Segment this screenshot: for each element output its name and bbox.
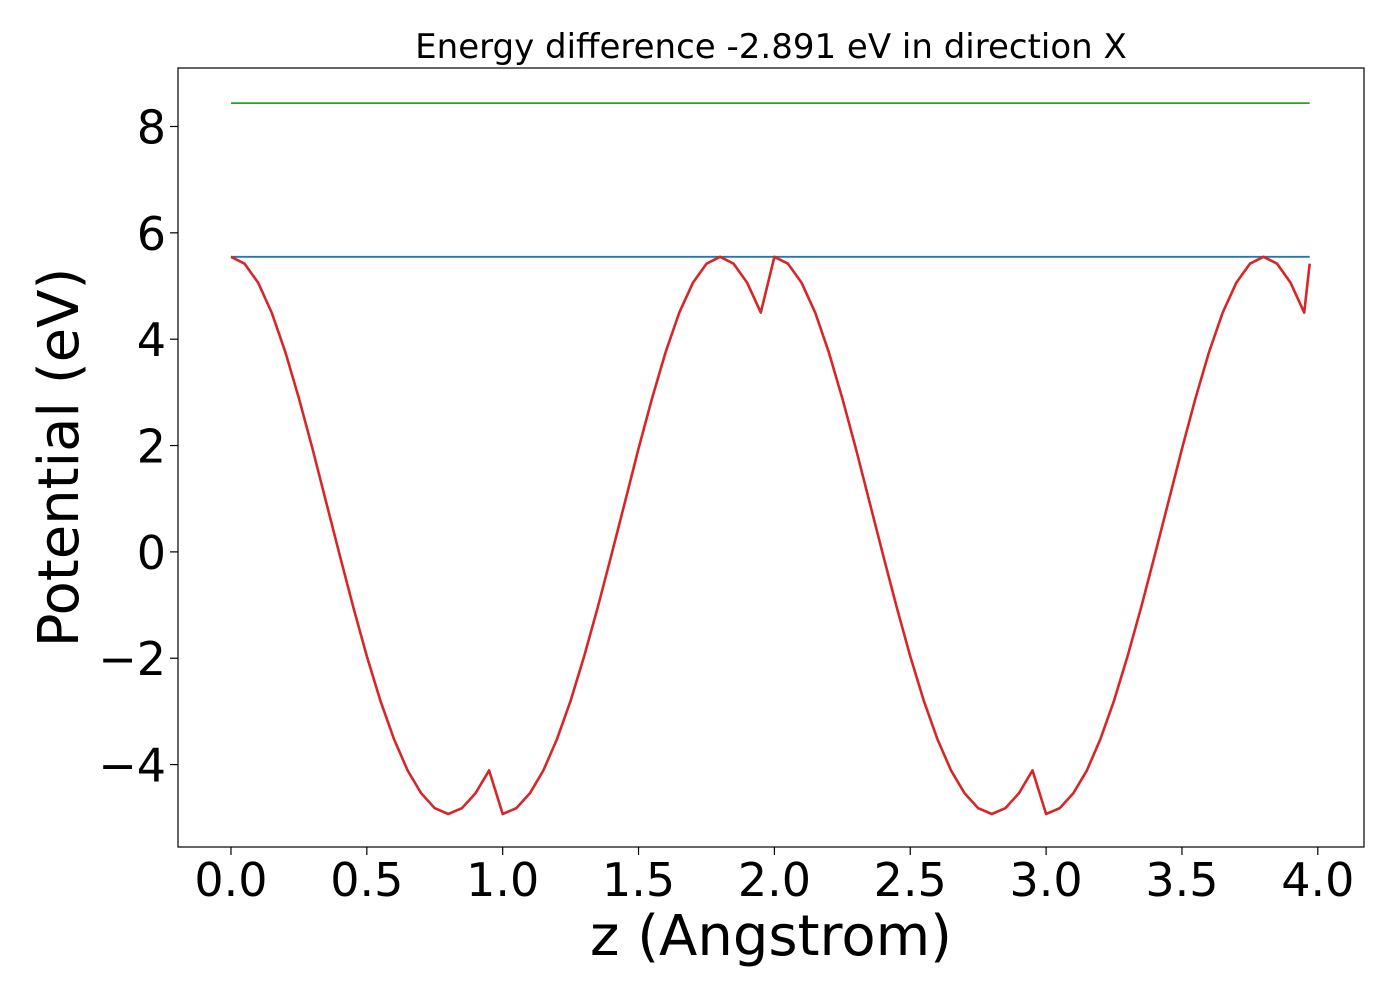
- x-tick-label: 3.5: [1145, 853, 1218, 907]
- x-tick-label: 1.5: [602, 853, 675, 907]
- x-tick-label: 2.5: [874, 853, 947, 907]
- x-tick-label: 0.0: [194, 853, 267, 907]
- x-tick-label: 4.0: [1281, 853, 1354, 907]
- y-tick-label: 2: [137, 420, 166, 474]
- x-tick-label: 1.0: [466, 853, 539, 907]
- y-axis-label: Potential (eV): [27, 268, 92, 648]
- plot-frame: [177, 67, 1365, 848]
- y-tick-label: −4: [98, 739, 166, 793]
- x-axis-label: z (Angstrom): [590, 904, 952, 969]
- y-axis: −4 −2 0 2 4 6 8: [98, 100, 178, 793]
- series-layer: [230, 102, 1311, 816]
- y-tick-label: −2: [98, 632, 166, 686]
- x-tick-label: 3.0: [1010, 853, 1083, 907]
- y-tick-label: 0: [137, 526, 166, 580]
- y-tick-label: 8: [137, 100, 166, 154]
- y-tick-label: 6: [137, 207, 166, 261]
- x-axis: 0.0 0.5 1.0 1.5 2.0 2.5 3.0 3.5 4.0: [194, 847, 1354, 907]
- chart-title: Energy difference -2.891 eV in direction…: [415, 27, 1127, 67]
- x-tick-label: 0.5: [330, 853, 403, 907]
- x-tick-label: 2.0: [738, 853, 811, 907]
- y-tick-label: 4: [137, 313, 166, 367]
- series-line-2: [230, 255, 1311, 816]
